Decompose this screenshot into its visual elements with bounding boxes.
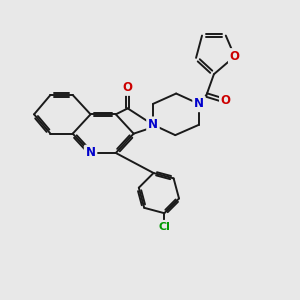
Text: N: N [194, 98, 204, 110]
Text: O: O [221, 94, 231, 107]
Text: Cl: Cl [158, 222, 170, 232]
Text: N: N [148, 118, 158, 131]
Text: N: N [85, 146, 96, 160]
Text: O: O [230, 50, 240, 63]
Text: O: O [123, 81, 133, 94]
